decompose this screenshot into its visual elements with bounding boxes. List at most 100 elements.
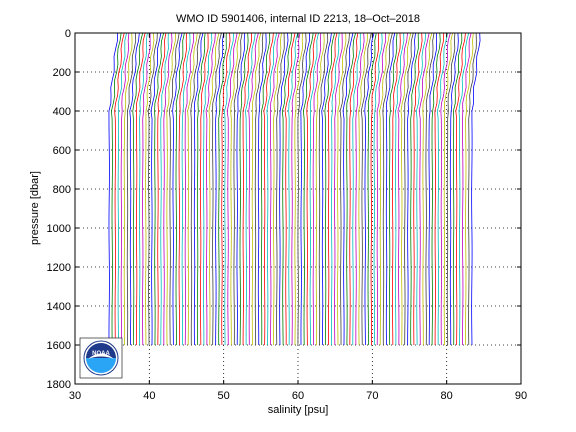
x-tick-label: 80: [441, 390, 453, 402]
profile-line: [147, 32, 158, 345]
profile-line: [108, 32, 118, 346]
profile-line: [337, 32, 347, 346]
y-tick-label: 0: [65, 28, 71, 40]
x-tick-label: 70: [366, 390, 378, 402]
profile-line: [196, 32, 206, 346]
profile-line: [388, 32, 398, 346]
profile-line: [291, 32, 301, 346]
x-tick-label: 40: [143, 390, 155, 402]
y-tick-label: 1600: [47, 340, 71, 352]
profile-line: [465, 32, 474, 346]
profile-line: [342, 32, 354, 346]
profile-line: [126, 32, 137, 346]
profile-line: [346, 32, 356, 346]
profile-line: [181, 32, 191, 346]
profile-line: [150, 32, 162, 346]
y-tick-labels: 0 200 400 600 800 1000 1200 1400 1600 1800: [47, 28, 71, 391]
profile-lines: [108, 32, 481, 346]
profile-line: [379, 32, 390, 346]
profile-line: [339, 32, 350, 346]
profile-line: [385, 32, 396, 346]
profile-line: [218, 32, 227, 346]
profile-line: [422, 32, 433, 346]
chart-title: WMO ID 5901406, internal ID 2213, 18–Oct…: [176, 13, 420, 25]
profile-line: [270, 32, 280, 346]
profile-line: [443, 32, 453, 346]
profile-line: [142, 32, 151, 346]
profile-line: [415, 32, 426, 346]
profile-line: [397, 32, 408, 346]
axis-ticks: [74, 32, 522, 385]
profile-line: [328, 32, 338, 346]
profile-line: [199, 32, 209, 346]
profile-line: [324, 32, 335, 346]
y-tick-label: 200: [53, 67, 71, 79]
profile-line: [437, 32, 448, 346]
profile-line: [254, 32, 264, 346]
profile-line: [407, 32, 416, 346]
x-tick-label: 50: [218, 390, 230, 402]
profile-line: [468, 32, 477, 346]
profile-line: [110, 32, 122, 346]
profile-line: [376, 32, 387, 346]
profile-line: [471, 32, 481, 346]
profile-line: [294, 32, 303, 346]
profile-line: [446, 32, 456, 346]
profile-line: [462, 32, 472, 346]
profile-line: [166, 32, 176, 346]
y-tick-label: 1200: [47, 262, 71, 274]
profile-line: [284, 32, 296, 346]
profile-line: [233, 32, 243, 346]
profile-line: [132, 32, 144, 346]
profile-line: [266, 32, 278, 346]
noaa-logo-icon: NOAA: [79, 337, 123, 379]
x-tick-labels: 30 40 50 60 70 80 90: [69, 390, 527, 402]
profile-line: [230, 32, 241, 345]
profile-line: [302, 32, 314, 346]
profile-line: [160, 32, 169, 346]
profile-line: [358, 32, 368, 346]
profile-line: [263, 32, 274, 346]
profile-line: [175, 32, 185, 345]
profile-line: [306, 32, 317, 346]
profile-line: [203, 32, 213, 345]
profile-line: [452, 32, 463, 346]
profile-line: [413, 32, 423, 346]
x-tick-label: 30: [69, 390, 81, 402]
profile-line: [428, 32, 438, 346]
profile-line: [129, 32, 140, 346]
profile-line: [154, 32, 165, 346]
profile-line: [236, 32, 245, 346]
profile-line: [212, 32, 222, 346]
y-tick-label: 1400: [47, 301, 71, 313]
profile-line: [178, 32, 188, 346]
profile-line: [455, 32, 466, 346]
profile-line: [242, 32, 252, 346]
profile-line: [370, 32, 380, 346]
profile-line: [226, 32, 238, 346]
y-tick-label: 800: [53, 184, 71, 196]
profile-line: [187, 32, 198, 346]
y-tick-label: 1800: [47, 379, 71, 391]
plot-area: [74, 32, 522, 385]
profile-line: [425, 32, 435, 346]
profile-line: [355, 32, 365, 346]
profile-line: [418, 32, 430, 346]
profile-line: [120, 32, 130, 345]
profile-line: [257, 32, 267, 345]
profile-line: [373, 32, 383, 346]
profile-line: [145, 32, 155, 346]
profile-line: [260, 32, 271, 346]
profile-line: [431, 32, 441, 346]
profile-line: [315, 32, 325, 346]
profile-line: [245, 32, 256, 346]
profile-line: [309, 32, 319, 346]
profile-line: [297, 32, 307, 346]
profile-line: [321, 32, 332, 346]
profile-line: [273, 32, 282, 346]
profile-line: [157, 32, 167, 346]
profile-line: [224, 32, 234, 346]
y-tick-label: 400: [53, 106, 71, 118]
profile-line: [123, 32, 133, 346]
